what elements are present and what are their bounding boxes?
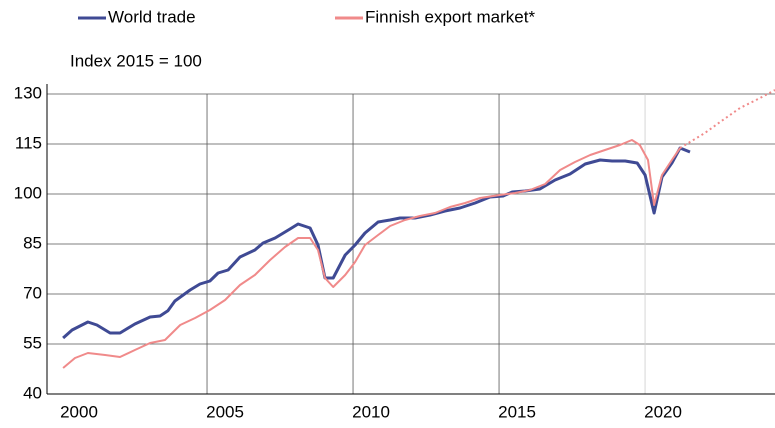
y-tick-label: 100 xyxy=(14,183,42,202)
y-tick-label: 115 xyxy=(15,133,42,152)
series-line xyxy=(62,146,691,340)
series-line xyxy=(62,139,681,369)
subtitle: Index 2015 = 100 xyxy=(70,51,202,70)
x-tick-label: 2020 xyxy=(644,402,682,421)
legend-label: World trade xyxy=(108,7,196,26)
legend-label: Finnish export market* xyxy=(365,7,535,26)
y-tick-label: 40 xyxy=(23,383,42,402)
y-tick-label: 70 xyxy=(23,283,42,302)
y-tick-label: 55 xyxy=(23,333,42,352)
x-tick-label: 2005 xyxy=(206,402,244,421)
x-tick-label: 2010 xyxy=(352,402,390,421)
y-tick-label: 85 xyxy=(23,233,42,252)
x-tick-label: 2000 xyxy=(60,402,98,421)
x-tick-label: 2015 xyxy=(498,402,536,421)
y-tick-label: 130 xyxy=(14,83,42,102)
forecast-line xyxy=(679,89,775,149)
